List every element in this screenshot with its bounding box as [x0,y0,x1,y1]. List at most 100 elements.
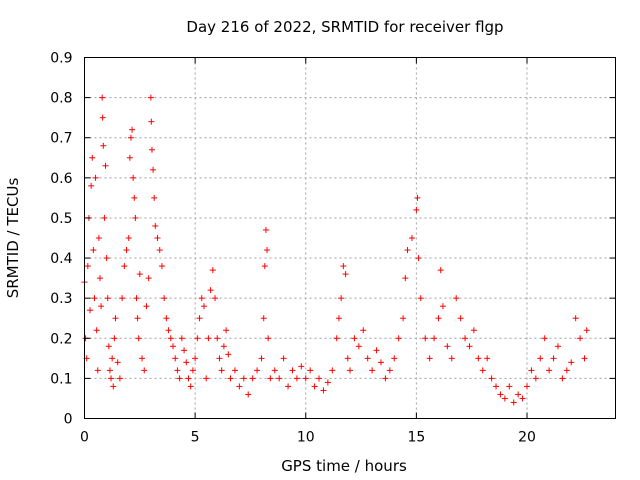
data-point [475,355,482,362]
data-point [130,174,137,181]
data-point [189,367,196,374]
data-point [134,315,141,322]
data-point [227,375,234,382]
data-point [121,263,128,270]
y-tick-labels: 0 0.1 0.2 0.3 0.4 0.5 0.6 0.7 0.8 0.9 [50,51,72,428]
data-point [377,359,384,366]
data-point [276,375,283,382]
data-points [81,94,590,406]
data-point [111,335,118,342]
data-point [154,235,161,241]
data-point [125,235,132,241]
data-point [493,383,500,390]
data-point [236,383,243,390]
data-point [524,383,530,390]
data-point [84,263,91,270]
data-point [145,275,152,282]
data-point [550,355,557,362]
data-point [402,275,409,282]
x-tick-label: 20 [518,430,536,446]
y-tick-label: 0.3 [50,291,72,307]
data-point [94,367,101,374]
data-point [510,399,517,406]
data-point [541,335,548,342]
data-point [559,375,566,382]
data-point [91,295,98,302]
data-point [293,375,300,382]
grid-lines [84,57,616,419]
data-point [108,375,115,382]
data-point [96,275,103,282]
data-point [131,194,138,201]
data-point [340,263,347,270]
data-point [152,222,159,229]
data-point [93,327,100,334]
data-point [205,335,212,342]
y-axis-title: SRMTID / TECUs [4,178,22,299]
data-point [192,355,199,362]
data-point [338,295,345,302]
data-point [127,134,134,141]
data-point [112,315,119,322]
y-tick-label: 0.9 [50,51,72,67]
data-point [568,359,575,366]
data-point [218,367,225,374]
data-point [262,226,269,233]
data-point [360,327,367,334]
data-point [448,355,455,362]
data-point [355,343,362,350]
data-point [150,166,157,173]
data-point [178,335,185,342]
data-point [426,355,433,362]
data-point [110,383,117,390]
data-point [298,363,305,370]
data-point [119,295,126,302]
data-point [101,214,108,221]
data-point [435,315,442,322]
data-point [453,295,460,302]
data-point [342,271,349,278]
data-point [391,355,398,362]
data-point [515,391,522,398]
data-point [98,303,105,310]
data-point [141,367,148,374]
data-point [156,247,163,254]
data-point [506,383,513,390]
y-tick-label: 0.4 [50,251,72,267]
axis-ticks [84,57,616,419]
data-point [231,367,238,374]
data-point [347,367,353,374]
data-point [174,367,181,374]
data-point [583,327,590,334]
y-tick-label: 0.2 [50,331,72,347]
data-point [105,343,112,350]
data-point [265,335,272,342]
data-point [488,375,495,382]
data-point [400,315,407,322]
data-point [280,355,287,362]
x-tick-label: 15 [407,430,425,446]
data-point [89,154,96,161]
y-tick-label: 0.7 [50,131,72,147]
data-point [207,287,214,294]
data-point [437,267,444,274]
data-point [479,367,486,374]
data-point [519,395,526,402]
plot-frame [84,57,616,419]
data-point [546,367,553,374]
y-tick-label: 0 [64,412,73,428]
data-point [203,375,210,382]
x-axis-title: GPS time / hours [281,457,407,475]
data-point [554,343,561,350]
data-point [532,375,539,382]
data-point [439,303,446,310]
data-point [95,235,102,241]
chart-title: Day 216 of 2022, SRMTID for receiver flg… [186,18,503,36]
x-tick-label: 10 [297,430,315,446]
data-point [139,355,146,362]
data-point [470,327,477,334]
data-point [414,194,421,201]
data-point [196,315,203,322]
data-point [116,375,123,382]
data-point [90,247,97,254]
